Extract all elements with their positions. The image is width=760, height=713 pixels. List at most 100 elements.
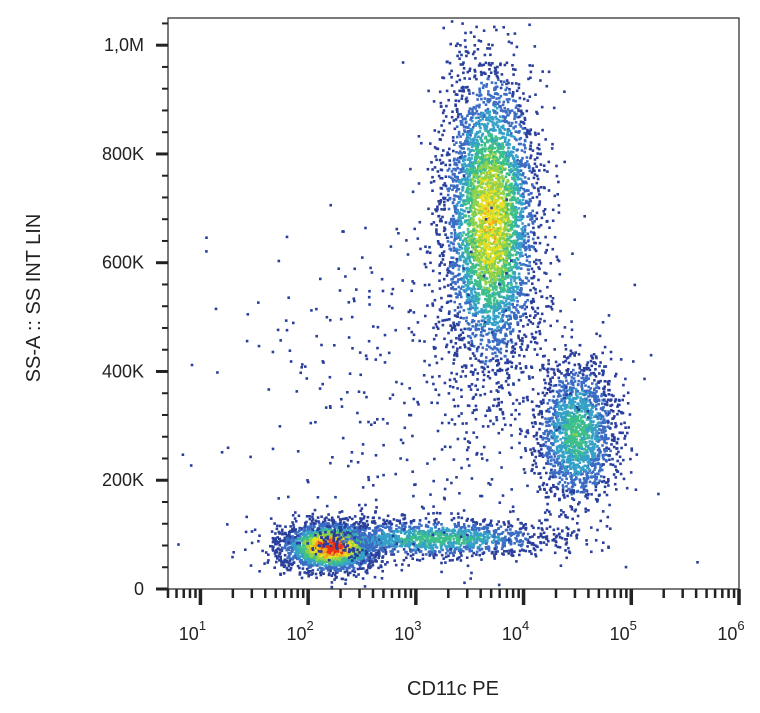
event-dot [517, 83, 521, 86]
event-dot [507, 541, 511, 544]
event-dot [347, 535, 351, 539]
event-dot [406, 552, 410, 556]
event-dot [287, 562, 291, 565]
event-dot [558, 546, 562, 549]
event-dot [381, 560, 384, 563]
event-dot [463, 176, 466, 179]
event-dot [506, 130, 510, 134]
event-dot [403, 514, 407, 517]
event-dot [303, 558, 307, 562]
event-dot [514, 121, 518, 124]
event-dot [338, 537, 341, 540]
event-dot [362, 537, 366, 540]
event-dot [349, 537, 353, 540]
event-dot [317, 520, 320, 523]
event-dot [364, 559, 367, 562]
event-dot [336, 537, 340, 541]
event-dot [418, 535, 421, 539]
event-dot [433, 552, 437, 556]
event-dot [575, 536, 579, 540]
event-dot [548, 226, 551, 229]
event-dot [315, 556, 319, 560]
event-dot [362, 521, 365, 525]
event-dot [395, 544, 399, 548]
event-dot [519, 109, 523, 113]
event-dot [389, 550, 392, 553]
event-dot [356, 548, 359, 552]
event-dot [338, 546, 342, 549]
event-dot [287, 555, 291, 559]
event-dot [545, 543, 548, 546]
event-dot [477, 119, 481, 123]
event-dot [362, 527, 366, 531]
event-dot [408, 525, 411, 528]
event-dot [437, 521, 440, 524]
event-dot [280, 549, 284, 553]
event-dot [353, 535, 357, 538]
event-dot [331, 560, 334, 563]
event-dot [344, 553, 347, 556]
event-dot [412, 519, 415, 523]
event-dot [494, 123, 498, 126]
event-dot [366, 537, 369, 541]
event-dot [295, 557, 299, 561]
event-dot [352, 528, 356, 532]
event-dot [449, 541, 453, 545]
event-dot [479, 342, 483, 346]
event-dot [496, 71, 499, 74]
event-dot [335, 543, 338, 546]
event-dot [275, 551, 279, 554]
event-dot [482, 520, 485, 523]
event-dot [492, 538, 496, 542]
event-dot [344, 533, 347, 536]
event-dot [291, 535, 294, 538]
event-dot [446, 169, 450, 172]
event-dot [383, 533, 387, 536]
event-dot [497, 390, 500, 393]
event-dot [438, 512, 442, 515]
event-dot [512, 53, 516, 57]
event-dot [501, 250, 505, 253]
event-dot [471, 109, 474, 113]
event-dot [521, 534, 525, 537]
event-dot [314, 533, 317, 537]
event-dot [302, 544, 305, 548]
event-dot [345, 569, 349, 573]
event-dot [318, 541, 322, 544]
event-dot [360, 538, 364, 541]
event-dot [360, 518, 364, 521]
event-dot [442, 536, 446, 540]
event-dot [305, 567, 309, 571]
event-dot [332, 560, 336, 564]
event-dot [296, 534, 299, 537]
event-dot [417, 542, 421, 546]
event-dot [381, 543, 385, 547]
event-dot [340, 546, 344, 550]
event-dot [340, 563, 343, 566]
event-dot [298, 566, 301, 570]
event-dot [453, 551, 456, 554]
event-dot [492, 291, 496, 294]
event-dot [522, 524, 526, 527]
event-dot [278, 531, 281, 535]
event-dot [499, 331, 502, 334]
event-dot [532, 176, 536, 180]
event-dot [348, 527, 352, 531]
event-dot [407, 545, 411, 549]
event-dot [309, 565, 313, 569]
event-dot [487, 536, 491, 539]
event-dot [456, 531, 460, 534]
event-dot [358, 551, 361, 554]
event-dot [488, 532, 491, 535]
event-dot [258, 570, 261, 573]
event-dot [497, 534, 500, 538]
event-dot [431, 212, 434, 215]
event-dot [298, 534, 301, 538]
event-dot [456, 541, 460, 544]
event-dot [301, 567, 305, 570]
event-dot [465, 240, 468, 243]
event-dot [339, 569, 342, 572]
event-dot [504, 136, 507, 140]
event-dot [364, 543, 368, 546]
event-dot [533, 533, 536, 536]
